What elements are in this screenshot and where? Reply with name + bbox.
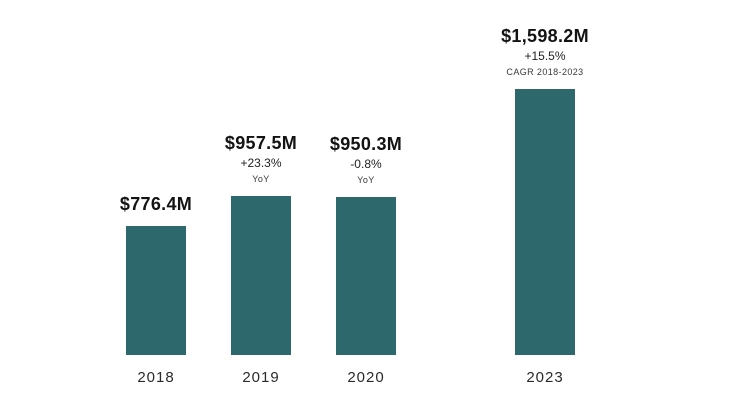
bar-group-2019: $957.5M +23.3% YoY 2019	[201, 0, 321, 407]
x-axis-label-2020: 2020	[347, 369, 385, 386]
bar-2019	[231, 196, 291, 355]
x-axis-tick-area: 2019	[242, 355, 279, 407]
bar-change-label: -0.8%	[350, 157, 382, 171]
bar-value-label: $1,598.2M	[501, 26, 589, 46]
bar-group-2023: $1,598.2M +15.5% CAGR 2018-2023 2023	[485, 0, 605, 407]
bar-2020	[336, 197, 396, 355]
x-axis-label-2023: 2023	[526, 369, 564, 386]
bar-change-note: CAGR 2018-2023	[506, 67, 584, 77]
bar-group-2018: $776.4M 2018	[96, 0, 216, 407]
bar-value-label: $776.4M	[119, 194, 193, 214]
x-axis-tick-area: 2023	[526, 355, 563, 407]
bar-change-note: YoY	[357, 175, 375, 185]
bar-change-note: YoY	[252, 174, 270, 184]
x-axis-label-2019: 2019	[242, 369, 280, 386]
bar-2018	[126, 226, 186, 355]
bar-group-2020: $950.3M -0.8% YoY 2020	[306, 0, 426, 407]
x-axis-tick-area: 2018	[137, 355, 174, 407]
x-axis-tick-area: 2020	[347, 355, 384, 407]
bar-change-label: +23.3%	[240, 156, 282, 170]
bar-value-label: $950.3M	[329, 134, 403, 154]
bar-change-label: +15.5%	[524, 49, 566, 63]
bar-value-label: $957.5M	[224, 133, 298, 153]
x-axis-label-2018: 2018	[137, 369, 175, 386]
bar-2023	[515, 89, 575, 355]
